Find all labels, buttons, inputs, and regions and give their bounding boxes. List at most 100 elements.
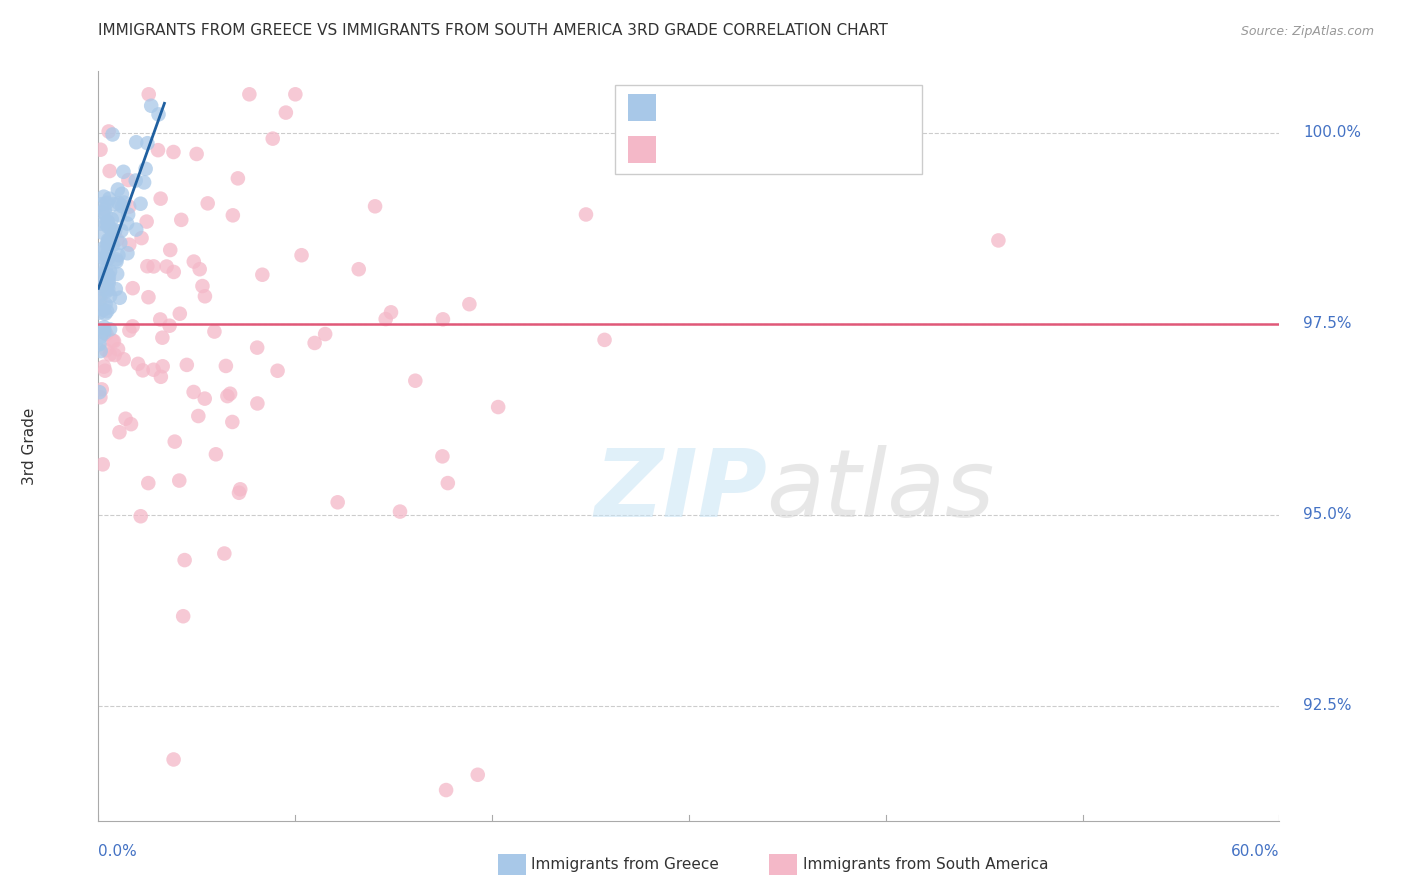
Point <box>125 173 148 187</box>
Point <box>117 246 139 260</box>
Point <box>136 136 159 151</box>
Point <box>148 107 170 121</box>
Text: Source: ZipAtlas.com: Source: ZipAtlas.com <box>1241 25 1374 37</box>
Text: ZIP: ZIP <box>595 445 768 537</box>
Point <box>89 270 111 285</box>
Point <box>97 244 120 258</box>
Point <box>135 161 157 176</box>
Point <box>575 207 598 221</box>
Text: 100.0%: 100.0% <box>1303 125 1361 140</box>
Point <box>90 382 112 396</box>
Point <box>107 196 129 211</box>
Text: 97.5%: 97.5% <box>1303 316 1351 331</box>
Point <box>97 273 120 287</box>
Point <box>146 143 169 157</box>
Point <box>364 199 387 213</box>
Point <box>374 312 396 326</box>
Point <box>93 320 115 334</box>
Text: 0.425: 0.425 <box>697 99 758 119</box>
Point <box>98 233 121 247</box>
Point <box>187 409 209 423</box>
Point <box>432 312 454 326</box>
Point <box>97 269 120 284</box>
Point <box>115 217 138 231</box>
Point <box>136 476 159 491</box>
Point <box>186 147 208 161</box>
Point <box>593 333 616 347</box>
Point <box>183 384 205 399</box>
Point <box>170 212 193 227</box>
Point <box>150 331 173 345</box>
Point <box>103 225 125 239</box>
Point <box>90 245 112 260</box>
Point <box>131 231 153 245</box>
Point <box>101 238 124 252</box>
Point <box>486 400 509 414</box>
Point <box>89 289 111 303</box>
Point <box>93 326 115 340</box>
Point <box>105 233 128 247</box>
Point <box>437 476 460 491</box>
Point <box>101 128 124 142</box>
Point <box>107 342 129 356</box>
Point <box>104 282 127 296</box>
Point <box>176 358 198 372</box>
Point <box>93 202 115 217</box>
Point <box>94 216 117 230</box>
Point <box>388 505 411 519</box>
Point <box>89 294 111 309</box>
Point <box>173 553 195 567</box>
Point <box>205 447 228 461</box>
Point <box>221 415 243 429</box>
Point <box>118 200 141 214</box>
Point <box>111 186 134 201</box>
Point <box>107 248 129 262</box>
Point <box>163 265 186 279</box>
Point <box>117 207 139 221</box>
Point <box>90 197 112 211</box>
Point <box>104 348 127 362</box>
Point <box>89 385 111 400</box>
Point <box>100 231 122 245</box>
Point <box>132 176 155 190</box>
Point <box>404 374 426 388</box>
Point <box>97 276 120 290</box>
Text: R =: R = <box>665 141 700 159</box>
Point <box>94 266 117 280</box>
Point <box>304 336 326 351</box>
Text: atlas: atlas <box>766 445 994 536</box>
Point <box>105 252 128 267</box>
Point <box>229 483 252 497</box>
Point <box>132 363 155 377</box>
Point <box>118 324 141 338</box>
Point <box>93 251 115 265</box>
Point <box>458 297 481 311</box>
Point <box>89 390 111 404</box>
Point <box>90 344 112 359</box>
Point <box>93 282 115 296</box>
Point <box>111 199 134 213</box>
Point <box>117 173 139 187</box>
Point <box>97 219 120 234</box>
Point <box>101 334 124 348</box>
Point <box>226 171 249 186</box>
Point <box>94 343 117 358</box>
Point <box>194 289 217 303</box>
Point <box>110 224 132 238</box>
Point <box>149 192 172 206</box>
Point <box>125 222 148 236</box>
Point <box>326 495 349 509</box>
Point <box>90 217 112 231</box>
Point <box>105 254 128 268</box>
Point <box>215 359 238 373</box>
Point <box>138 290 160 304</box>
Point <box>94 297 117 311</box>
Point <box>434 783 457 797</box>
Point <box>94 262 117 277</box>
Point <box>194 392 217 406</box>
Point <box>191 279 214 293</box>
Text: 3rd Grade: 3rd Grade <box>22 408 37 484</box>
Point <box>89 143 111 157</box>
Point <box>114 411 136 425</box>
Point <box>96 268 118 282</box>
